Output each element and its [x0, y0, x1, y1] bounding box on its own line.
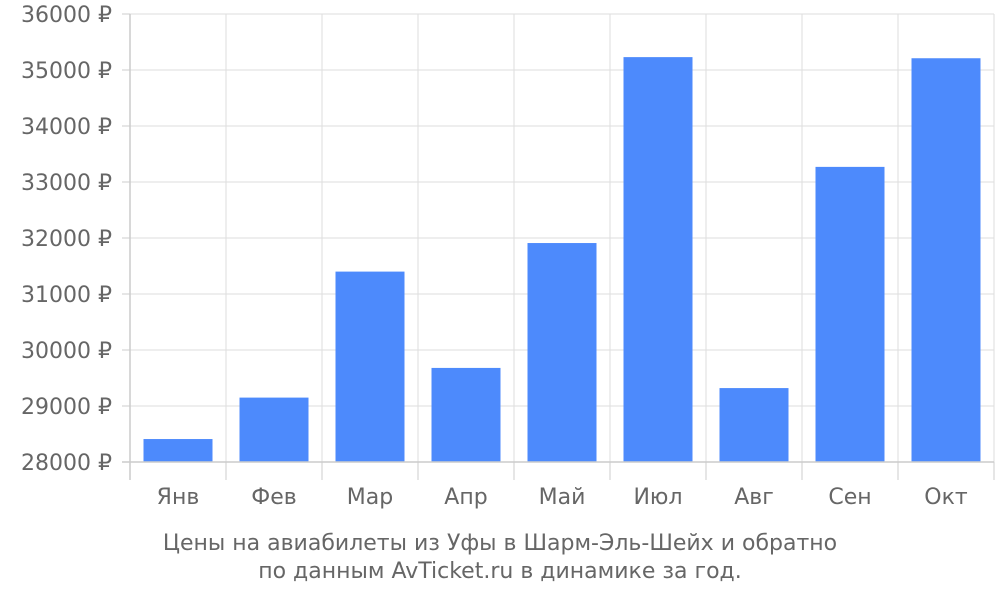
bar: [719, 388, 789, 462]
y-tick-label: 32000 ₽: [21, 227, 112, 252]
y-tick-label: 30000 ₽: [21, 339, 112, 364]
x-tick-label: Май: [539, 485, 586, 510]
caption-line-2: по данным AvTicket.ru в динамике за год.: [258, 559, 742, 584]
x-tick-label: Июл: [633, 485, 682, 510]
x-tick-label: Апр: [444, 485, 487, 510]
grid-lines: [129, 13, 995, 463]
bar: [335, 271, 405, 462]
bar: [431, 367, 501, 462]
x-tick-label: Сен: [828, 485, 871, 510]
chart-caption: Цены на авиабилеты из Уфы в Шарм-Эль-Шей…: [0, 530, 1000, 586]
tick-labels: 28000 ₽ 29000 ₽ 30000 ₽ 31000 ₽ 32000 ₽ 33000…: [21, 3, 968, 510]
caption-line-1: Цены на авиабилеты из Уфы в Шарм-Эль-Шей…: [162, 531, 838, 556]
bar: [527, 243, 597, 462]
axes: [122, 13, 995, 480]
x-tick-label: Окт: [924, 485, 968, 510]
y-tick-label: 33000 ₽: [21, 171, 112, 196]
bar: [239, 397, 309, 462]
bar: [143, 439, 213, 462]
bar-chart: 28000 ₽ 29000 ₽ 30000 ₽ 31000 ₽ 32000 ₽ 33000…: [21, 3, 995, 510]
y-tick-label: 36000 ₽: [21, 3, 112, 28]
y-tick-label: 29000 ₽: [21, 395, 112, 420]
y-tick-label: 35000 ₽: [21, 59, 112, 84]
bars: [143, 57, 981, 463]
y-tick-label: 31000 ₽: [21, 283, 112, 308]
bar: [623, 57, 693, 463]
bar: [911, 58, 981, 463]
x-tick-label: Фев: [251, 485, 296, 510]
x-tick-label: Мар: [347, 485, 393, 510]
x-tick-label: Авг: [734, 485, 774, 510]
bar: [815, 166, 885, 462]
y-tick-label: 34000 ₽: [21, 115, 112, 140]
x-tick-label: Янв: [157, 485, 200, 510]
y-tick-label: 28000 ₽: [21, 451, 112, 476]
